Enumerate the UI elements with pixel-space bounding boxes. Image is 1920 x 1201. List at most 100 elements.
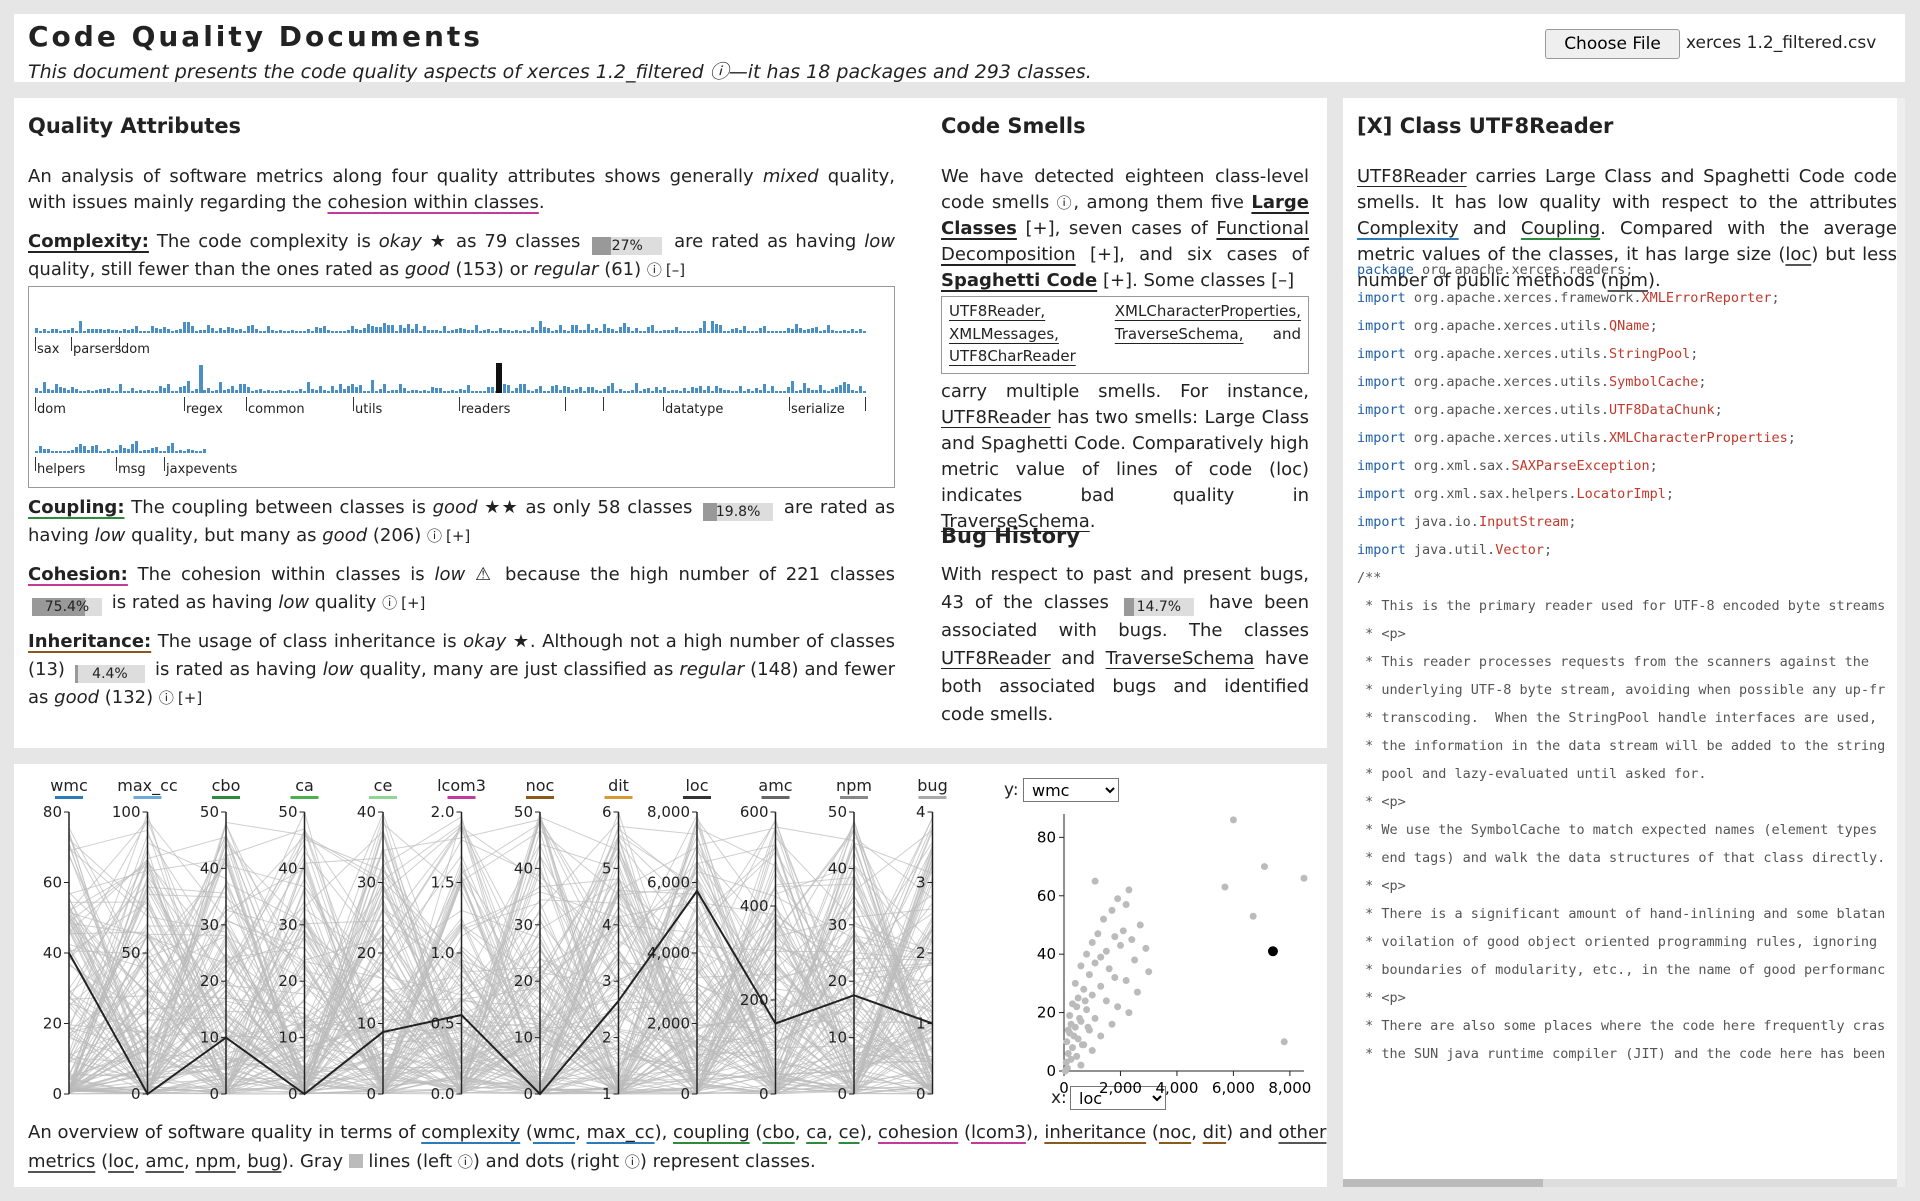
histogram-bar	[99, 389, 102, 393]
class-dot	[1114, 1003, 1122, 1011]
npm-link[interactable]: npm	[1607, 270, 1648, 291]
info-icon[interactable]: ⓘ	[646, 261, 662, 279]
metric-link[interactable]: npm	[195, 1151, 236, 1172]
vertical-scrollbar[interactable]	[1897, 98, 1905, 1187]
cohesion-label[interactable]: Cohesion:	[28, 564, 128, 585]
expand-toggle[interactable]: [+]	[446, 527, 471, 545]
info-icon[interactable]: ⓘ	[158, 689, 174, 707]
loc-link[interactable]: loc	[1785, 244, 1812, 265]
histogram-bar	[135, 441, 138, 453]
metric-link[interactable]: lcom3	[970, 1122, 1026, 1143]
class-link[interactable]: XMLMessages,	[949, 324, 1059, 343]
metric-link[interactable]: bug	[247, 1151, 282, 1172]
code-line: import org.apache.xerces.framework.XMLEr…	[1357, 284, 1885, 312]
metric-link[interactable]: wmc	[532, 1122, 576, 1143]
info-icon[interactable]: ⓘ	[382, 594, 398, 612]
expand-toggle[interactable]: [+]	[401, 594, 426, 612]
histogram-bar	[727, 390, 730, 393]
histogram-bar	[39, 446, 42, 453]
histogram-bar	[111, 330, 114, 333]
class-link-row: TraverseSchema, and	[1115, 324, 1301, 347]
coupling-link[interactable]: Coupling	[1520, 218, 1601, 239]
class-link[interactable]: TraverseSchema,	[1114, 324, 1244, 343]
metric-link[interactable]: max_cc	[586, 1122, 655, 1143]
class-link[interactable]: TraverseSchema	[1105, 648, 1255, 669]
class-dot	[1097, 953, 1105, 961]
other-metrics-link[interactable]: other metrics	[28, 1122, 1327, 1172]
histogram-bar	[355, 387, 358, 393]
parallel-coordinates-chart[interactable]: 806040200wmc100500max_cc50403020100cbo50…	[14, 764, 974, 1104]
spaghetti-code-link[interactable]: Spaghetti Code	[941, 270, 1098, 291]
horizontal-scrollbar[interactable]	[1343, 1179, 1905, 1187]
choose-file-button[interactable]: Choose File	[1545, 29, 1680, 59]
histogram-bar	[579, 330, 582, 333]
info-icon[interactable]: ⓘ	[1056, 194, 1074, 212]
histogram-bar	[159, 329, 162, 333]
class-link[interactable]: TraverseSchema	[941, 511, 1090, 532]
metric-link[interactable]: noc	[1158, 1122, 1192, 1143]
expand-toggle[interactable]: [+]	[177, 689, 203, 707]
info-icon[interactable]: ⓘ	[457, 1153, 473, 1171]
metric-link[interactable]: amc	[145, 1151, 184, 1172]
histogram-bar	[655, 387, 658, 393]
complexity-link[interactable]: complexity	[421, 1122, 521, 1143]
inheritance-link[interactable]: inheritance	[1044, 1122, 1147, 1143]
histogram-bar	[55, 451, 58, 453]
histogram-bar	[143, 391, 146, 393]
cohesion-link[interactable]: cohesion	[878, 1122, 959, 1143]
metric-link[interactable]: ca	[806, 1122, 828, 1143]
histogram-bar	[831, 389, 834, 393]
class-polyline	[68, 828, 933, 1085]
class-dot	[1068, 1044, 1076, 1052]
histogram-bar	[247, 387, 250, 393]
class-dot	[1076, 1014, 1084, 1022]
y-axis-select[interactable]: wmc	[1023, 778, 1119, 802]
metric-link[interactable]: loc	[108, 1151, 135, 1172]
histogram-bar	[687, 331, 690, 333]
class-heading[interactable]: [X] Class UTF8Reader	[1357, 114, 1614, 138]
class-link[interactable]: UTF8Reader	[941, 407, 1051, 428]
histogram-bar	[431, 387, 434, 393]
class-dot	[1073, 1003, 1081, 1011]
cohesion-link[interactable]: cohesion within classes	[327, 192, 539, 213]
complexity-label[interactable]: Complexity:	[28, 231, 149, 252]
complexity-link[interactable]: Complexity	[1357, 218, 1459, 239]
coupling-label[interactable]: Coupling:	[28, 497, 125, 518]
histogram-bar	[695, 388, 698, 393]
class-link[interactable]: UTF8Reader	[941, 648, 1051, 669]
class-link[interactable]: XMLCharacterProperties,	[1114, 302, 1301, 320]
histogram-bar	[111, 391, 114, 393]
histogram-bar	[227, 389, 230, 393]
code-class-name: XMLErrorReporter	[1641, 290, 1772, 306]
class-polyline	[68, 821, 933, 1090]
histogram-bar	[351, 326, 354, 333]
x-axis-select[interactable]: loc	[1070, 1086, 1166, 1110]
info-icon[interactable]: ⓘ	[624, 1153, 640, 1171]
info-icon[interactable]: ⓘ	[427, 527, 443, 545]
coupling-link[interactable]: coupling	[673, 1122, 750, 1143]
histogram-bar	[111, 451, 114, 453]
metric-link[interactable]: dit	[1202, 1122, 1227, 1143]
histogram-bar	[303, 391, 306, 393]
collapse-toggle[interactable]: [–]	[665, 261, 686, 279]
package-label: jaxpevents	[165, 462, 238, 477]
histogram-bar	[187, 322, 190, 333]
histogram-bar	[103, 451, 106, 453]
package-label: serialize	[791, 402, 845, 417]
inheritance-label[interactable]: Inheritance:	[28, 631, 152, 652]
bar-fill	[74, 665, 79, 683]
class-link[interactable]: UTF8Reader,	[949, 302, 1046, 320]
histogram-bar	[179, 450, 182, 453]
functional-decomposition-link[interactable]: Functional Decomposition	[941, 218, 1309, 265]
histogram-bar	[523, 384, 526, 393]
scrollbar-thumb[interactable]	[1343, 1179, 1543, 1187]
histogram-bar	[183, 386, 186, 393]
source-code-view[interactable]: package org.apache.xerces.readers; import…	[1357, 256, 1885, 1068]
metric-link[interactable]: ce	[838, 1122, 860, 1143]
large-class-link[interactable]: Large Classes	[941, 192, 1309, 239]
metric-link[interactable]: cbo	[762, 1122, 795, 1143]
class-link[interactable]: UTF8Reader	[1357, 166, 1467, 187]
class-link[interactable]: UTF8CharReader	[949, 347, 1076, 366]
histogram-bar	[407, 324, 410, 333]
scatter-plot[interactable]: 80 60 40 20 00 2,000 4,000 6,000 8,000	[1014, 804, 1314, 1104]
